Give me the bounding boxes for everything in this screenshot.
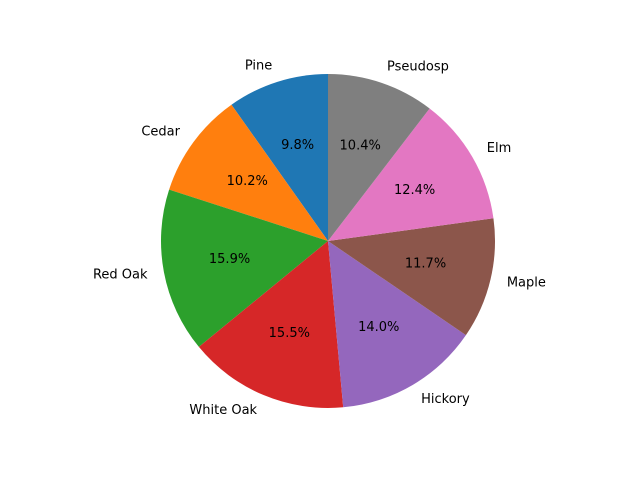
- pie-slice-cedar: [169, 104, 328, 241]
- pie-pct-label-white-oak: 15.5%: [269, 326, 310, 341]
- pie-category-label-white-oak: White Oak: [189, 403, 257, 418]
- pie-category-label-pseudosp: Pseudosp: [387, 60, 449, 75]
- pie-slice-elm: [328, 108, 494, 242]
- pie-pct-label-red-oak: 15.9%: [209, 252, 250, 267]
- pie-pct-label-pine: 9.8%: [281, 138, 314, 153]
- pie-category-label-red-oak: Red Oak: [93, 268, 148, 283]
- pie-slice-white-oak: [198, 241, 344, 408]
- pie-pct-label-maple: 11.7%: [405, 256, 446, 271]
- pie-pct-label-pseudosp: 10.4%: [340, 139, 381, 154]
- pie-category-label-pine: Pine: [245, 58, 272, 73]
- pie-slice-pseudosp: [328, 74, 430, 241]
- pie-category-label-maple: Maple: [507, 276, 546, 291]
- pie-slice-red-oak: [160, 189, 328, 347]
- pie-category-label-cedar: Cedar: [141, 125, 180, 140]
- pie-pct-label-hickory: 14.0%: [358, 320, 399, 335]
- pie-slice-hickory: [328, 241, 466, 408]
- pie-pct-label-cedar: 10.2%: [227, 174, 268, 189]
- pie-slice-pine: [231, 74, 328, 241]
- pie-category-label-elm: Elm: [487, 141, 512, 156]
- pie-slice-maple: [328, 218, 495, 336]
- pie-category-label-hickory: Hickory: [421, 392, 470, 407]
- pie-pct-label-elm: 12.4%: [394, 183, 435, 198]
